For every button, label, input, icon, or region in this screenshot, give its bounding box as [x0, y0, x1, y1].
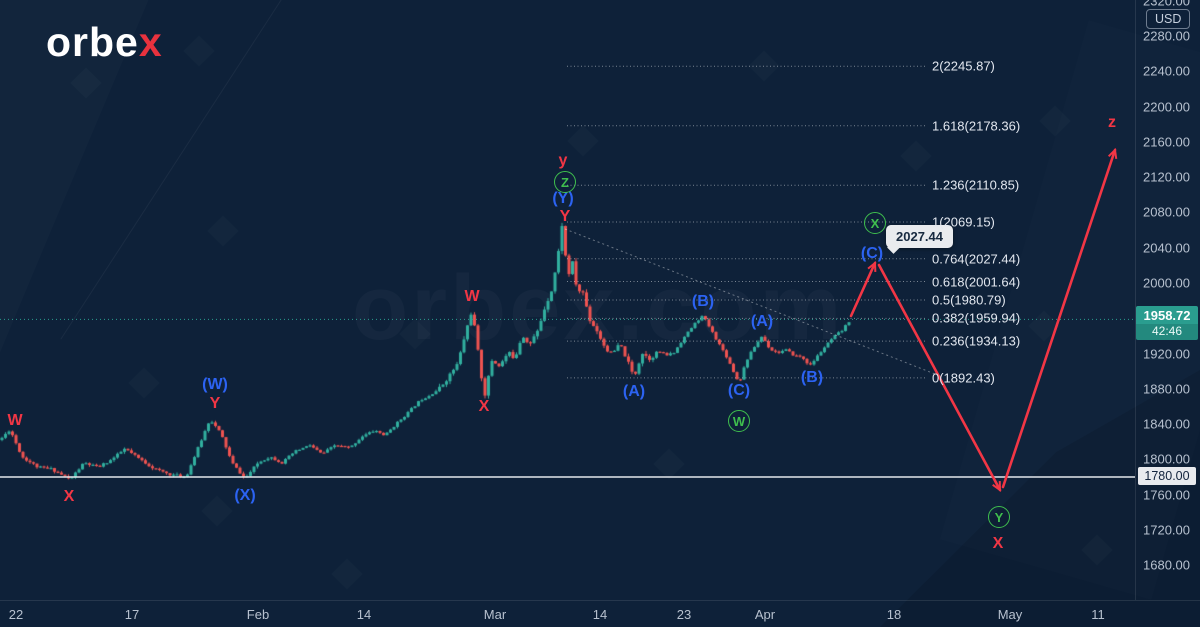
wave-label-blue-b: (B)	[800, 369, 824, 386]
price-tick-label[interactable]: 2280.00	[1143, 28, 1190, 44]
wave-label-red-z: z	[1108, 114, 1116, 131]
time-tick-label[interactable]: 18	[886, 607, 902, 622]
price-axis-separator	[1135, 0, 1136, 600]
price-tick-label[interactable]: 2000.00	[1143, 275, 1190, 291]
price-tick-label[interactable]: 2160.00	[1143, 134, 1190, 150]
wave-label-red-y: Y	[209, 395, 221, 412]
price-tick-label[interactable]: 1800.00	[1143, 451, 1190, 467]
price-tooltip: 2027.44	[886, 225, 953, 248]
wave-label-red-y: Y	[559, 208, 571, 225]
projection-arrow	[849, 260, 877, 318]
fib-level-label: 1.618(2178.36)	[932, 118, 1021, 134]
price-tick-label[interactable]: 2200.00	[1143, 99, 1190, 115]
orbex-logo: orbex	[46, 22, 163, 63]
current-price-badge: 1958.72 42:46	[1136, 306, 1198, 341]
wave-label-blue-x: (X)	[234, 487, 256, 504]
wave-label-circled-z: Z	[554, 171, 576, 193]
price-tick-label[interactable]: 1680.00	[1143, 557, 1190, 573]
currency-badge[interactable]: USD	[1146, 9, 1191, 29]
wave-label-circled-w: W	[728, 410, 750, 432]
wave-label-red-w: W	[464, 288, 480, 305]
wave-label-blue-a: (A)	[622, 383, 646, 400]
price-tick-label[interactable]: 2080.00	[1143, 204, 1190, 220]
current-price-value: 1958.72	[1136, 306, 1198, 325]
price-tick-label[interactable]: 2120.00	[1143, 169, 1190, 185]
time-tick-label[interactable]: 14	[356, 607, 372, 622]
price-tick-label[interactable]: 2240.00	[1143, 63, 1190, 79]
wave-label-blue-c: (C)	[727, 382, 751, 399]
logo-text: orbe	[46, 19, 139, 65]
wave-label-blue-y: (Y)	[552, 190, 574, 207]
time-tick-label[interactable]: 17	[124, 607, 140, 622]
logo-x-glyph: x	[138, 19, 163, 65]
wave-label-red-x: X	[992, 535, 1004, 552]
price-tick-label[interactable]: 1760.00	[1143, 487, 1190, 503]
time-tick-label[interactable]: Feb	[246, 607, 270, 622]
time-tick-label[interactable]: 23	[676, 607, 692, 622]
price-tick-label[interactable]: 1880.00	[1143, 381, 1190, 397]
candle-countdown-timer: 42:46	[1136, 324, 1198, 341]
fib-level-label: 1.236(2110.85)	[932, 177, 1020, 193]
fib-level-label: 0.5(1980.79)	[932, 292, 1006, 308]
wave-label-red-x: X	[478, 398, 490, 415]
wave-label-red-y: y	[558, 152, 568, 169]
time-tick-label[interactable]: 22	[8, 607, 24, 622]
price-tick-label[interactable]: 1720.00	[1143, 522, 1190, 538]
wave-label-red-w: W	[7, 412, 23, 429]
fib-level-label: 2(2245.87)	[932, 58, 995, 74]
time-tick-label[interactable]: Mar	[483, 607, 507, 622]
time-tick-label[interactable]: 14	[592, 607, 608, 622]
fib-level-label: 0(1892.43)	[932, 370, 995, 386]
fib-level-label: 1(2069.15)	[932, 214, 995, 230]
wave-label-blue-c: (C)	[860, 245, 884, 262]
fib-level-label: 0.618(2001.64)	[932, 274, 1021, 290]
wave-label-circled-x: X	[864, 212, 886, 234]
wave-label-circled-y: Y	[988, 506, 1010, 528]
wave-label-blue-w: (W)	[202, 376, 228, 393]
fib-level-label: 0.382(1959.94)	[932, 310, 1021, 326]
time-tick-label[interactable]: May	[997, 607, 1023, 622]
fib-level-label: 0.764(2027.44)	[932, 251, 1021, 267]
projection-arrow	[1001, 147, 1118, 489]
wave-label-blue-a: (A)	[750, 313, 774, 330]
time-tick-label[interactable]: Apr	[754, 607, 776, 622]
price-level-badge: 1780.00	[1138, 466, 1196, 485]
price-tick-label[interactable]: 1920.00	[1143, 346, 1190, 362]
fib-anchor-trendline	[564, 228, 936, 375]
wave-label-red-x: X	[63, 488, 75, 505]
time-axis-separator	[0, 600, 1200, 601]
price-tick-label[interactable]: 1840.00	[1143, 416, 1190, 432]
projection-arrow	[877, 263, 1002, 492]
wave-label-blue-b: (B)	[691, 293, 715, 310]
price-tick-label[interactable]: 2040.00	[1143, 240, 1190, 256]
time-tick-label[interactable]: 11	[1091, 607, 1105, 622]
fib-level-label: 0.236(1934.13)	[932, 333, 1021, 349]
price-tick-label[interactable]: 2320.00	[1143, 0, 1190, 9]
